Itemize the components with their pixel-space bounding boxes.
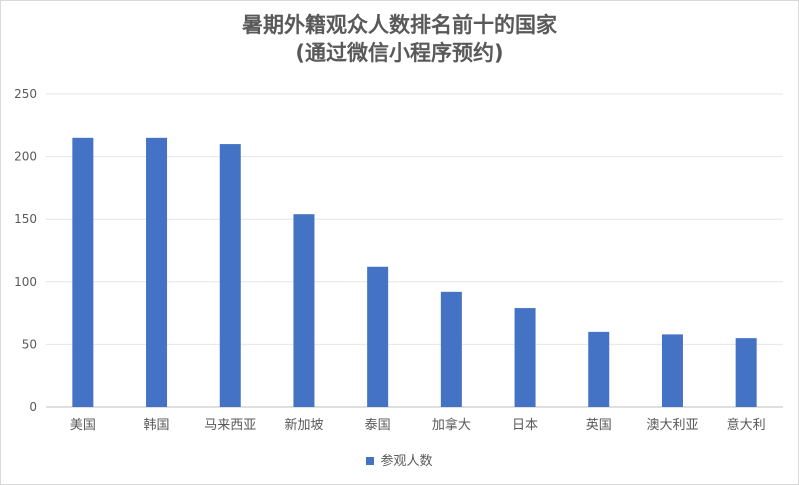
bar: [514, 308, 536, 407]
x-category-label: 马来西亚: [204, 418, 256, 433]
y-tick-label: 0: [29, 400, 37, 414]
bar: [72, 137, 94, 407]
bar: [735, 338, 757, 407]
x-category-label: 意大利: [727, 417, 766, 433]
chart-title: 暑期外籍观众人数排名前十的国家 (通过微信小程序预约): [1, 11, 798, 67]
y-tick-label: 250: [14, 87, 37, 101]
y-tick-label: 150: [14, 212, 37, 226]
y-tick-label: 50: [22, 337, 37, 351]
bar: [588, 331, 610, 407]
x-category-label: 英国: [586, 418, 612, 433]
bar: [440, 291, 462, 407]
y-tick-label: 200: [14, 150, 37, 164]
x-category-label: 澳大利亚: [646, 417, 698, 433]
chart-legend: 参观人数: [1, 450, 798, 469]
x-category-label: 韩国: [144, 418, 170, 433]
x-category-label: 日本: [512, 418, 538, 433]
bar: [146, 137, 168, 407]
x-category-label: 美国: [70, 418, 96, 433]
bar: [293, 214, 315, 407]
chart-title-line-2: (通过微信小程序预约): [295, 41, 504, 65]
x-category-label: 新加坡: [284, 417, 323, 433]
chart-title-line-1: 暑期外籍观众人数排名前十的国家: [242, 13, 557, 37]
legend-label: 参观人数: [380, 454, 433, 469]
bar: [219, 144, 241, 407]
bar: [367, 266, 389, 407]
bar: [661, 334, 683, 407]
x-category-label: 加拿大: [432, 417, 471, 433]
legend-swatch: [366, 456, 375, 465]
y-tick-label: 100: [14, 275, 37, 289]
x-category-label: 泰国: [365, 418, 391, 433]
